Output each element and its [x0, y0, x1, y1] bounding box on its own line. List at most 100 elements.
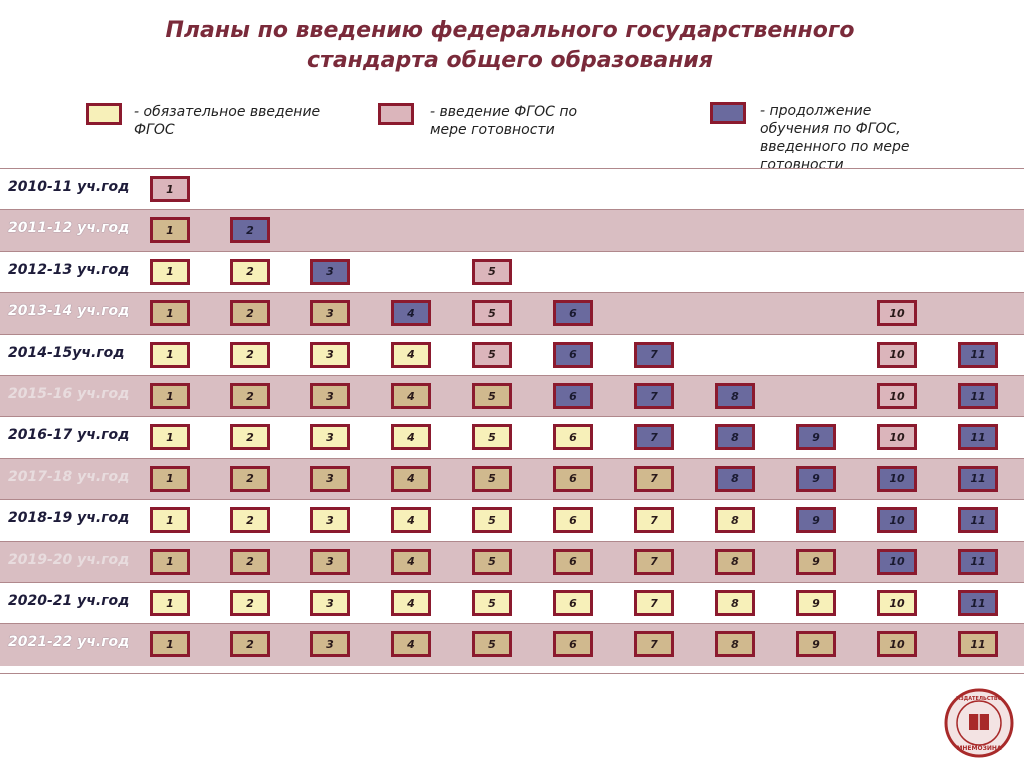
grade-2-box: 2 — [230, 507, 270, 534]
grade-8-box: 8 — [715, 548, 755, 575]
grade-11-box: 11 — [958, 424, 998, 451]
grade-6-box: 6 — [553, 631, 593, 658]
grade-2-box: 2 — [230, 548, 270, 575]
grade-1-box: 1 — [150, 631, 190, 658]
year-label: 2013-14 уч.год — [8, 303, 130, 320]
grade-10-box: 10 — [877, 548, 917, 575]
year-row: 2013-14 уч.год 1 2 3 4 5 6 10 — [0, 292, 1024, 335]
grade-5-box: 5 — [472, 465, 512, 492]
legend-text-mandatory: - обязательное введение ФГОС — [134, 104, 321, 138]
year-label: 2018-19 уч.год — [8, 510, 130, 527]
year-row: 2014-15уч.год 1 2 3 4 5 6 7 10 11 — [0, 333, 1024, 376]
grade-3-box: 3 — [310, 258, 350, 285]
grade-4-box: 4 — [391, 548, 431, 575]
grid-bottom-divider — [0, 673, 1024, 674]
grade-4-box: 4 — [391, 631, 431, 658]
grade-1-box: 1 — [150, 507, 190, 534]
grade-10-box: 10 — [877, 507, 917, 534]
year-label: 2017-18 уч.год — [8, 468, 130, 485]
grade-3-box: 3 — [310, 383, 350, 409]
grade-4-box: 4 — [391, 341, 431, 368]
legend-swatch-pink — [378, 103, 414, 125]
grade-8-box: 8 — [715, 465, 755, 492]
grade-2-box: 2 — [230, 217, 270, 244]
grade-10-box: 10 — [877, 590, 917, 616]
year-label: 2016-17 уч.год — [8, 427, 130, 444]
grade-7-box: 7 — [634, 631, 674, 658]
legend-swatch-yellow — [86, 103, 122, 125]
grade-1-box: 1 — [150, 341, 190, 368]
grade-1-box: 1 — [150, 465, 190, 492]
grade-6-box: 6 — [553, 383, 593, 409]
grade-10-box: 10 — [877, 300, 917, 327]
year-row: 2021-22 уч.год 1 2 3 4 5 6 7 8 9 10 11 — [0, 623, 1024, 666]
year-row: 2020-21 уч.год 1 2 3 4 5 6 7 8 9 10 11 — [0, 582, 1024, 624]
grade-8-box: 8 — [715, 424, 755, 451]
grade-9-box: 9 — [796, 631, 836, 658]
page-title: Планы по введению федерального государст… — [150, 16, 870, 76]
grade-2-box: 2 — [230, 383, 270, 409]
grade-1-box: 1 — [150, 217, 190, 244]
grade-10-box: 10 — [877, 631, 917, 658]
grade-7-box: 7 — [634, 383, 674, 409]
grade-2-box: 2 — [230, 424, 270, 451]
grade-7-box: 7 — [634, 590, 674, 616]
grade-6-box: 6 — [553, 465, 593, 492]
grade-8-box: 8 — [715, 383, 755, 409]
grade-4-box: 4 — [391, 507, 431, 534]
publisher-seal-icon: МНЕМОЗИНА ИЗДАТЕЛЬСТВО — [944, 688, 1014, 758]
legend-text-readiness: - введение ФГОС по мере готовности — [430, 104, 578, 138]
grade-3-box: 3 — [310, 548, 350, 575]
grade-5-box: 5 — [472, 631, 512, 658]
grade-2-box: 2 — [230, 341, 270, 368]
grade-11-box: 11 — [958, 341, 998, 368]
grade-5-box: 5 — [472, 300, 512, 327]
grade-3-box: 3 — [310, 590, 350, 616]
grade-11-box: 11 — [958, 631, 998, 658]
year-label: 2014-15уч.год — [8, 344, 125, 361]
grade-1-box: 1 — [150, 424, 190, 451]
grade-6-box: 6 — [553, 341, 593, 368]
grade-6-box: 6 — [553, 300, 593, 327]
grade-6-box: 6 — [553, 548, 593, 575]
grade-2-box: 2 — [230, 465, 270, 492]
year-label: 2021-22 уч.год — [8, 634, 130, 651]
grade-5-box: 5 — [472, 548, 512, 575]
grade-9-box: 9 — [796, 424, 836, 451]
grade-8-box: 8 — [715, 590, 755, 616]
grade-5-box: 5 — [472, 590, 512, 616]
grade-2-box: 2 — [230, 631, 270, 658]
grade-3-box: 3 — [310, 507, 350, 534]
grade-3-box: 3 — [310, 341, 350, 368]
grade-10-box: 10 — [877, 383, 917, 409]
year-row: 2011-12 уч.год 1 2 — [0, 209, 1024, 252]
grade-6-box: 6 — [553, 424, 593, 451]
grade-7-box: 7 — [634, 465, 674, 492]
year-row: 2019-20 уч.год 1 2 3 4 5 6 7 8 9 10 11 — [0, 540, 1024, 583]
year-row: 2016-17 уч.год 1 2 3 4 5 6 7 8 9 10 11 — [0, 416, 1024, 458]
grade-3-box: 3 — [310, 465, 350, 492]
grade-1-box: 1 — [150, 383, 190, 409]
grade-11-box: 11 — [958, 465, 998, 492]
grade-9-box: 9 — [796, 507, 836, 534]
grade-1-box: 1 — [150, 548, 190, 575]
year-row: 2012-13 уч.год 1 2 3 5 — [0, 250, 1024, 293]
legend-text-continuation: - продолжение обучения по ФГОС, введенно… — [760, 103, 910, 173]
grade-1-box: 1 — [150, 176, 190, 202]
title-line-2: стандарта общего образования — [307, 48, 713, 73]
year-row: 2010-11 уч.год 1 — [0, 168, 1024, 210]
grade-5-box: 5 — [472, 341, 512, 368]
grade-4-box: 4 — [391, 590, 431, 616]
grade-4-box: 4 — [391, 300, 431, 327]
grade-10-box: 10 — [877, 424, 917, 451]
grade-7-box: 7 — [634, 548, 674, 575]
grade-11-box: 11 — [958, 383, 998, 409]
grade-2-box: 2 — [230, 258, 270, 285]
title-line-1: Планы по введению федерального государст… — [165, 18, 855, 43]
year-label: 2012-13 уч.год — [8, 261, 130, 278]
grade-6-box: 6 — [553, 507, 593, 534]
grade-3-box: 3 — [310, 424, 350, 451]
grade-1-box: 1 — [150, 590, 190, 616]
grade-8-box: 8 — [715, 631, 755, 658]
grade-8-box: 8 — [715, 507, 755, 534]
